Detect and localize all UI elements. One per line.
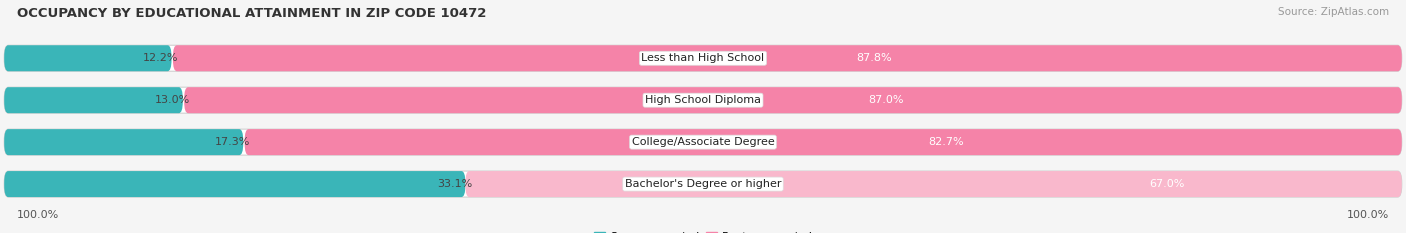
FancyBboxPatch shape (4, 87, 1402, 113)
FancyBboxPatch shape (245, 129, 1402, 155)
FancyBboxPatch shape (4, 45, 1402, 71)
Text: 87.0%: 87.0% (868, 95, 904, 105)
Text: 67.0%: 67.0% (1149, 179, 1185, 189)
Text: 87.8%: 87.8% (856, 53, 893, 63)
Text: 17.3%: 17.3% (215, 137, 250, 147)
Text: Bachelor's Degree or higher: Bachelor's Degree or higher (624, 179, 782, 189)
FancyBboxPatch shape (4, 171, 465, 197)
Text: 33.1%: 33.1% (437, 179, 472, 189)
Text: High School Diploma: High School Diploma (645, 95, 761, 105)
Text: 13.0%: 13.0% (155, 95, 190, 105)
Text: Less than High School: Less than High School (641, 53, 765, 63)
Text: 100.0%: 100.0% (17, 210, 59, 220)
FancyBboxPatch shape (4, 129, 243, 155)
Legend: Owner-occupied, Renter-occupied: Owner-occupied, Renter-occupied (589, 227, 817, 233)
Text: 12.2%: 12.2% (143, 53, 179, 63)
Text: OCCUPANCY BY EDUCATIONAL ATTAINMENT IN ZIP CODE 10472: OCCUPANCY BY EDUCATIONAL ATTAINMENT IN Z… (17, 7, 486, 20)
FancyBboxPatch shape (4, 87, 183, 113)
Text: College/Associate Degree: College/Associate Degree (631, 137, 775, 147)
Text: 82.7%: 82.7% (928, 137, 965, 147)
FancyBboxPatch shape (173, 45, 1402, 71)
FancyBboxPatch shape (465, 171, 1402, 197)
FancyBboxPatch shape (4, 171, 1402, 197)
FancyBboxPatch shape (4, 129, 1402, 155)
Text: 100.0%: 100.0% (1347, 210, 1389, 220)
FancyBboxPatch shape (4, 45, 172, 71)
FancyBboxPatch shape (184, 87, 1402, 113)
Text: Source: ZipAtlas.com: Source: ZipAtlas.com (1278, 7, 1389, 17)
